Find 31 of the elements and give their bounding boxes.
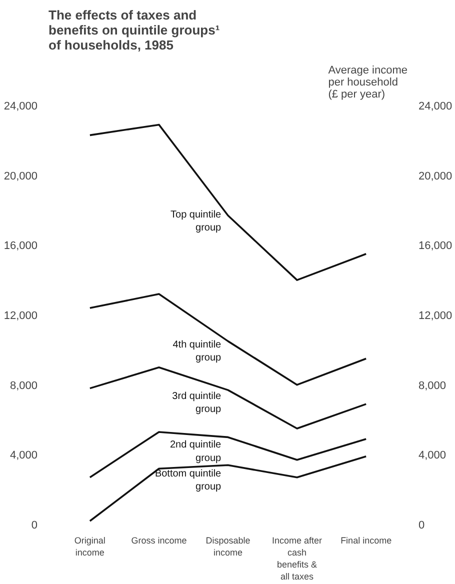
y-tick-label: 0 bbox=[31, 520, 38, 532]
chart-title: The effects of taxes and benefits on quintile groups¹ of households, 1985 bbox=[48, 8, 220, 52]
y2-tick-label: 24,000 bbox=[418, 100, 452, 112]
series-label: Bottom quintile group bbox=[154, 468, 222, 493]
x-tick-label: Disposable income bbox=[206, 536, 250, 558]
line-series bbox=[89, 431, 367, 478]
series-label: 4th quintile group bbox=[172, 339, 222, 364]
y-tick-label: 4,000 bbox=[10, 450, 38, 462]
y-tick-label: 8,000 bbox=[10, 380, 38, 392]
y-tick-label: 20,000 bbox=[4, 170, 38, 182]
y2-tick-label: 16,000 bbox=[418, 240, 452, 252]
y2-tick-label: 12,000 bbox=[418, 310, 452, 322]
x-tick-label: Income after cash benefits & all taxes bbox=[272, 536, 322, 582]
y2-tick-label: 4,000 bbox=[418, 450, 446, 462]
y2-tick-label: 20,000 bbox=[418, 170, 452, 182]
x-tick-label: Final income bbox=[340, 536, 392, 546]
y2-axis-title: Average income per household (£ per year) bbox=[328, 64, 408, 100]
line-series bbox=[89, 293, 367, 386]
line-series bbox=[89, 456, 367, 522]
x-tick-label: Gross income bbox=[131, 536, 187, 546]
y-tick-label: 24,000 bbox=[4, 100, 38, 112]
series-label: 2nd quintile group bbox=[170, 440, 222, 464]
x-tick-label: Original income bbox=[74, 536, 106, 558]
series-label: 3rd quintile group bbox=[172, 390, 222, 415]
line-series bbox=[89, 366, 367, 430]
y-tick-label: 12,000 bbox=[4, 310, 38, 322]
y2-tick-label: 0 bbox=[418, 520, 425, 532]
line-series bbox=[89, 124, 367, 281]
y2-tick-label: 8,000 bbox=[418, 380, 446, 392]
y-tick-label: 16,000 bbox=[4, 240, 38, 252]
series-label: Top quintile group bbox=[170, 209, 222, 234]
